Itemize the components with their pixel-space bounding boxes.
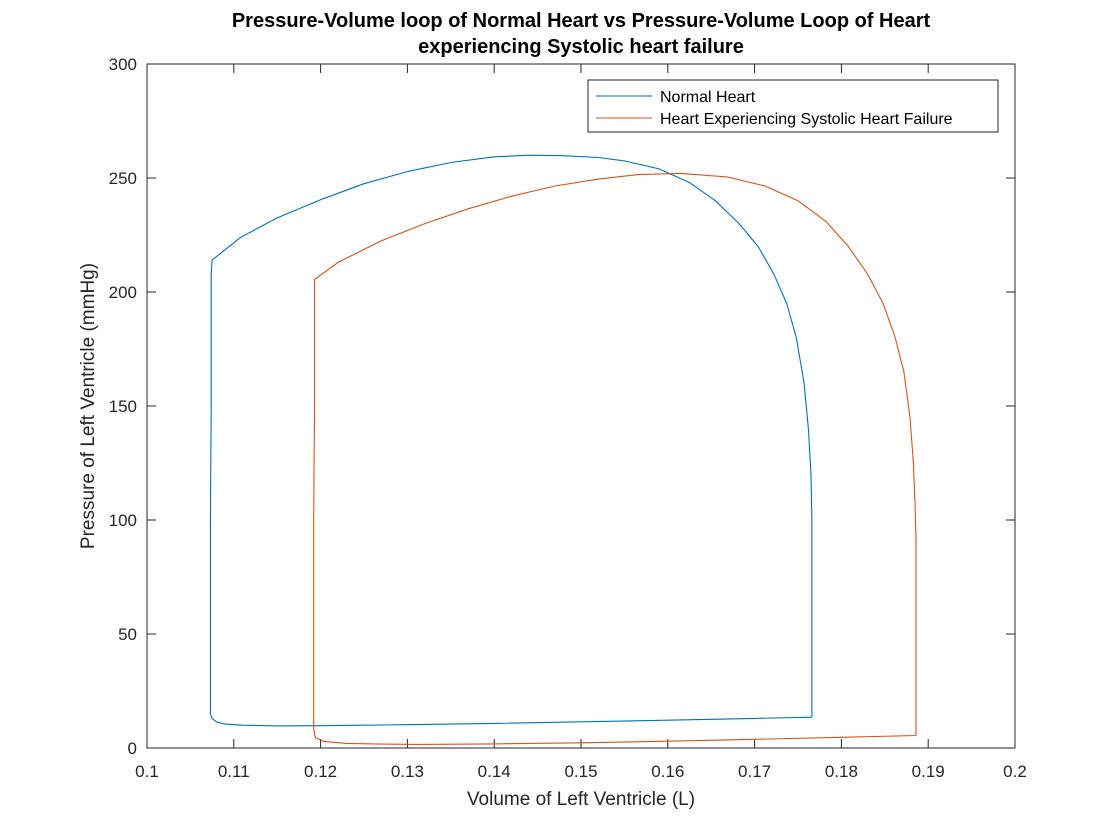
axis-tick-labels: 0.1 0.11 0.12 0.13 0.14 0.15 0.16 0.17 0.18 0.19 0… [109,55,1027,781]
series-layer [209,154,917,745]
x-tick-label: 0.11 [218,762,250,781]
y-axis-label: Pressure of Left Ventricle (mmHg) [78,263,99,549]
x-tick-label: 0.17 [738,762,771,781]
y-tick-label: 150 [109,397,137,416]
x-tick-label: 0.19 [912,762,945,781]
x-tick-label: 0.15 [564,762,597,781]
axis-ticks [146,63,1016,749]
x-axis-label: Volume of Left Ventricle (L) [467,789,695,810]
legend: Normal Heart Heart Experiencing Systolic… [587,79,999,133]
x-tick-label: 0.13 [391,762,424,781]
y-tick-label: 0 [128,739,137,758]
x-tick-label: 0.18 [825,762,858,781]
y-tick-label: 250 [109,169,137,188]
legend-label-heart-failure: Heart Experiencing Systolic Heart Failur… [660,111,953,128]
y-tick-label: 200 [109,283,137,302]
y-tick-label: 50 [118,625,137,644]
chart-title-line-2: experiencing Systolic heart failure [418,36,744,58]
x-tick-label: 0.1 [135,762,159,781]
series-line-normal-heart [209,154,813,727]
x-tick-label: 0.16 [651,762,684,781]
series-line-heart-failure [313,172,917,745]
legend-box [587,79,999,133]
plot-area [146,63,1016,749]
chart-title-line-1: Pressure-Volume loop of Normal Heart vs … [232,10,931,32]
y-tick-label: 300 [109,55,137,74]
y-tick-label: 100 [109,511,137,530]
x-tick-label: 0.14 [478,762,511,781]
x-tick-label: 0.12 [304,762,337,781]
x-tick-label: 0.2 [1003,762,1027,781]
legend-label-normal-heart: Normal Heart [660,89,756,106]
